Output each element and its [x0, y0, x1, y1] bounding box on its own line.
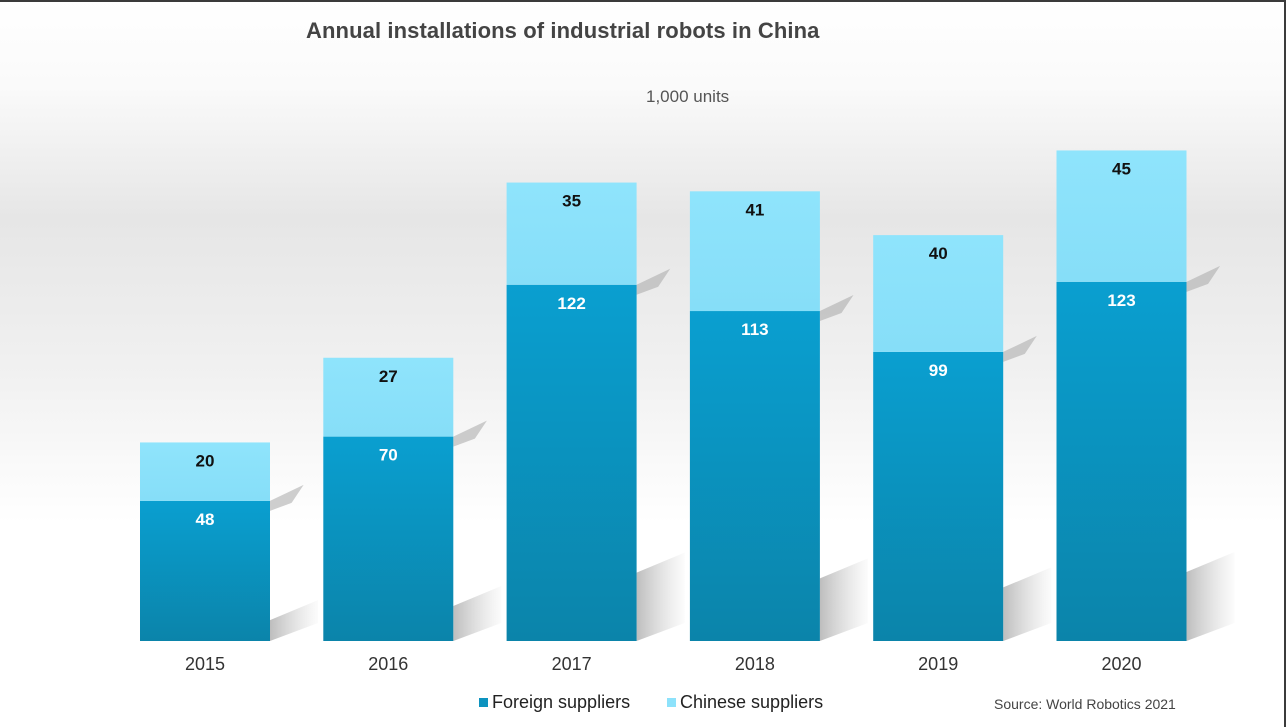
bar-foreign-2017 — [506, 284, 637, 641]
bar-foreign-2019 — [873, 351, 1004, 641]
data-label-chinese-2019: 40 — [929, 244, 948, 263]
data-label-chinese-2016: 27 — [379, 367, 398, 386]
x-tick-label-2015: 2015 — [185, 654, 225, 674]
bar-shadow-chinese — [819, 295, 854, 322]
x-tick-label-2016: 2016 — [368, 654, 408, 674]
x-tick-label-2020: 2020 — [1101, 654, 1141, 674]
bar-shadows — [270, 265, 1235, 641]
frame-border-right — [1284, 0, 1286, 727]
bar-shadow-foreign — [819, 558, 868, 641]
bar-group — [140, 150, 1187, 641]
label-group: 48 20 2015 70 27 2016 122 35 2017 113 41 2018 99 40 20… — [185, 159, 1142, 674]
bar-shadow-foreign — [1186, 551, 1235, 641]
bar-chinese-2018 — [689, 191, 820, 312]
bar-shadow-chinese — [1003, 335, 1037, 362]
legend-item-chinese: Chinese suppliers — [667, 692, 823, 713]
bar-chinese-2017 — [506, 182, 637, 285]
bar-foreign-2020 — [1056, 281, 1187, 641]
bar-shadow-chinese — [453, 420, 487, 447]
bar-shadow-foreign — [270, 600, 318, 641]
data-label-foreign-2016: 70 — [379, 446, 398, 465]
data-label-foreign-2020: 123 — [1107, 291, 1135, 310]
bar-foreign-2016 — [323, 436, 454, 641]
source-note: Source: World Robotics 2021 — [994, 696, 1176, 712]
legend-item-foreign: Foreign suppliers — [479, 692, 630, 713]
bar-shadow-chinese — [270, 484, 304, 511]
legend-label-foreign: Foreign suppliers — [492, 692, 631, 712]
data-label-foreign-2018: 113 — [741, 320, 768, 339]
frame-border-top — [0, 0, 1286, 2]
data-label-foreign-2017: 122 — [557, 294, 585, 313]
x-tick-label-2017: 2017 — [552, 654, 592, 674]
bar-chinese-2015 — [140, 442, 270, 501]
bar-chinese-2019 — [873, 235, 1004, 352]
bar-foreign-2018 — [689, 311, 820, 641]
legend: Foreign suppliers Chinese suppliers — [0, 692, 1286, 718]
bar-shadow-foreign — [453, 586, 502, 641]
bar-shadow-foreign — [1003, 567, 1052, 641]
data-label-foreign-2015: 48 — [196, 510, 215, 529]
legend-label-chinese: Chinese suppliers — [680, 692, 824, 712]
legend-swatch-chinese — [667, 698, 676, 707]
chart-title: Annual installations of industrial robot… — [306, 18, 820, 43]
bar-shadow-foreign — [636, 552, 685, 641]
x-tick-label-2018: 2018 — [735, 654, 775, 674]
bar-foreign-2015 — [140, 500, 270, 641]
legend-swatch-foreign — [479, 698, 488, 707]
chart-subtitle: 1,000 units — [646, 87, 730, 106]
data-label-chinese-2017: 35 — [562, 192, 581, 211]
bar-shadow-chinese — [1186, 265, 1221, 292]
bar-shadow-chinese — [636, 268, 671, 295]
data-label-chinese-2020: 45 — [1112, 159, 1131, 178]
x-tick-label-2019: 2019 — [918, 654, 958, 674]
bar-chinese-2020 — [1056, 150, 1187, 282]
data-label-chinese-2015: 20 — [196, 451, 215, 470]
bar-chinese-2016 — [323, 357, 454, 437]
data-label-foreign-2019: 99 — [929, 361, 948, 380]
data-label-chinese-2018: 41 — [745, 200, 764, 219]
